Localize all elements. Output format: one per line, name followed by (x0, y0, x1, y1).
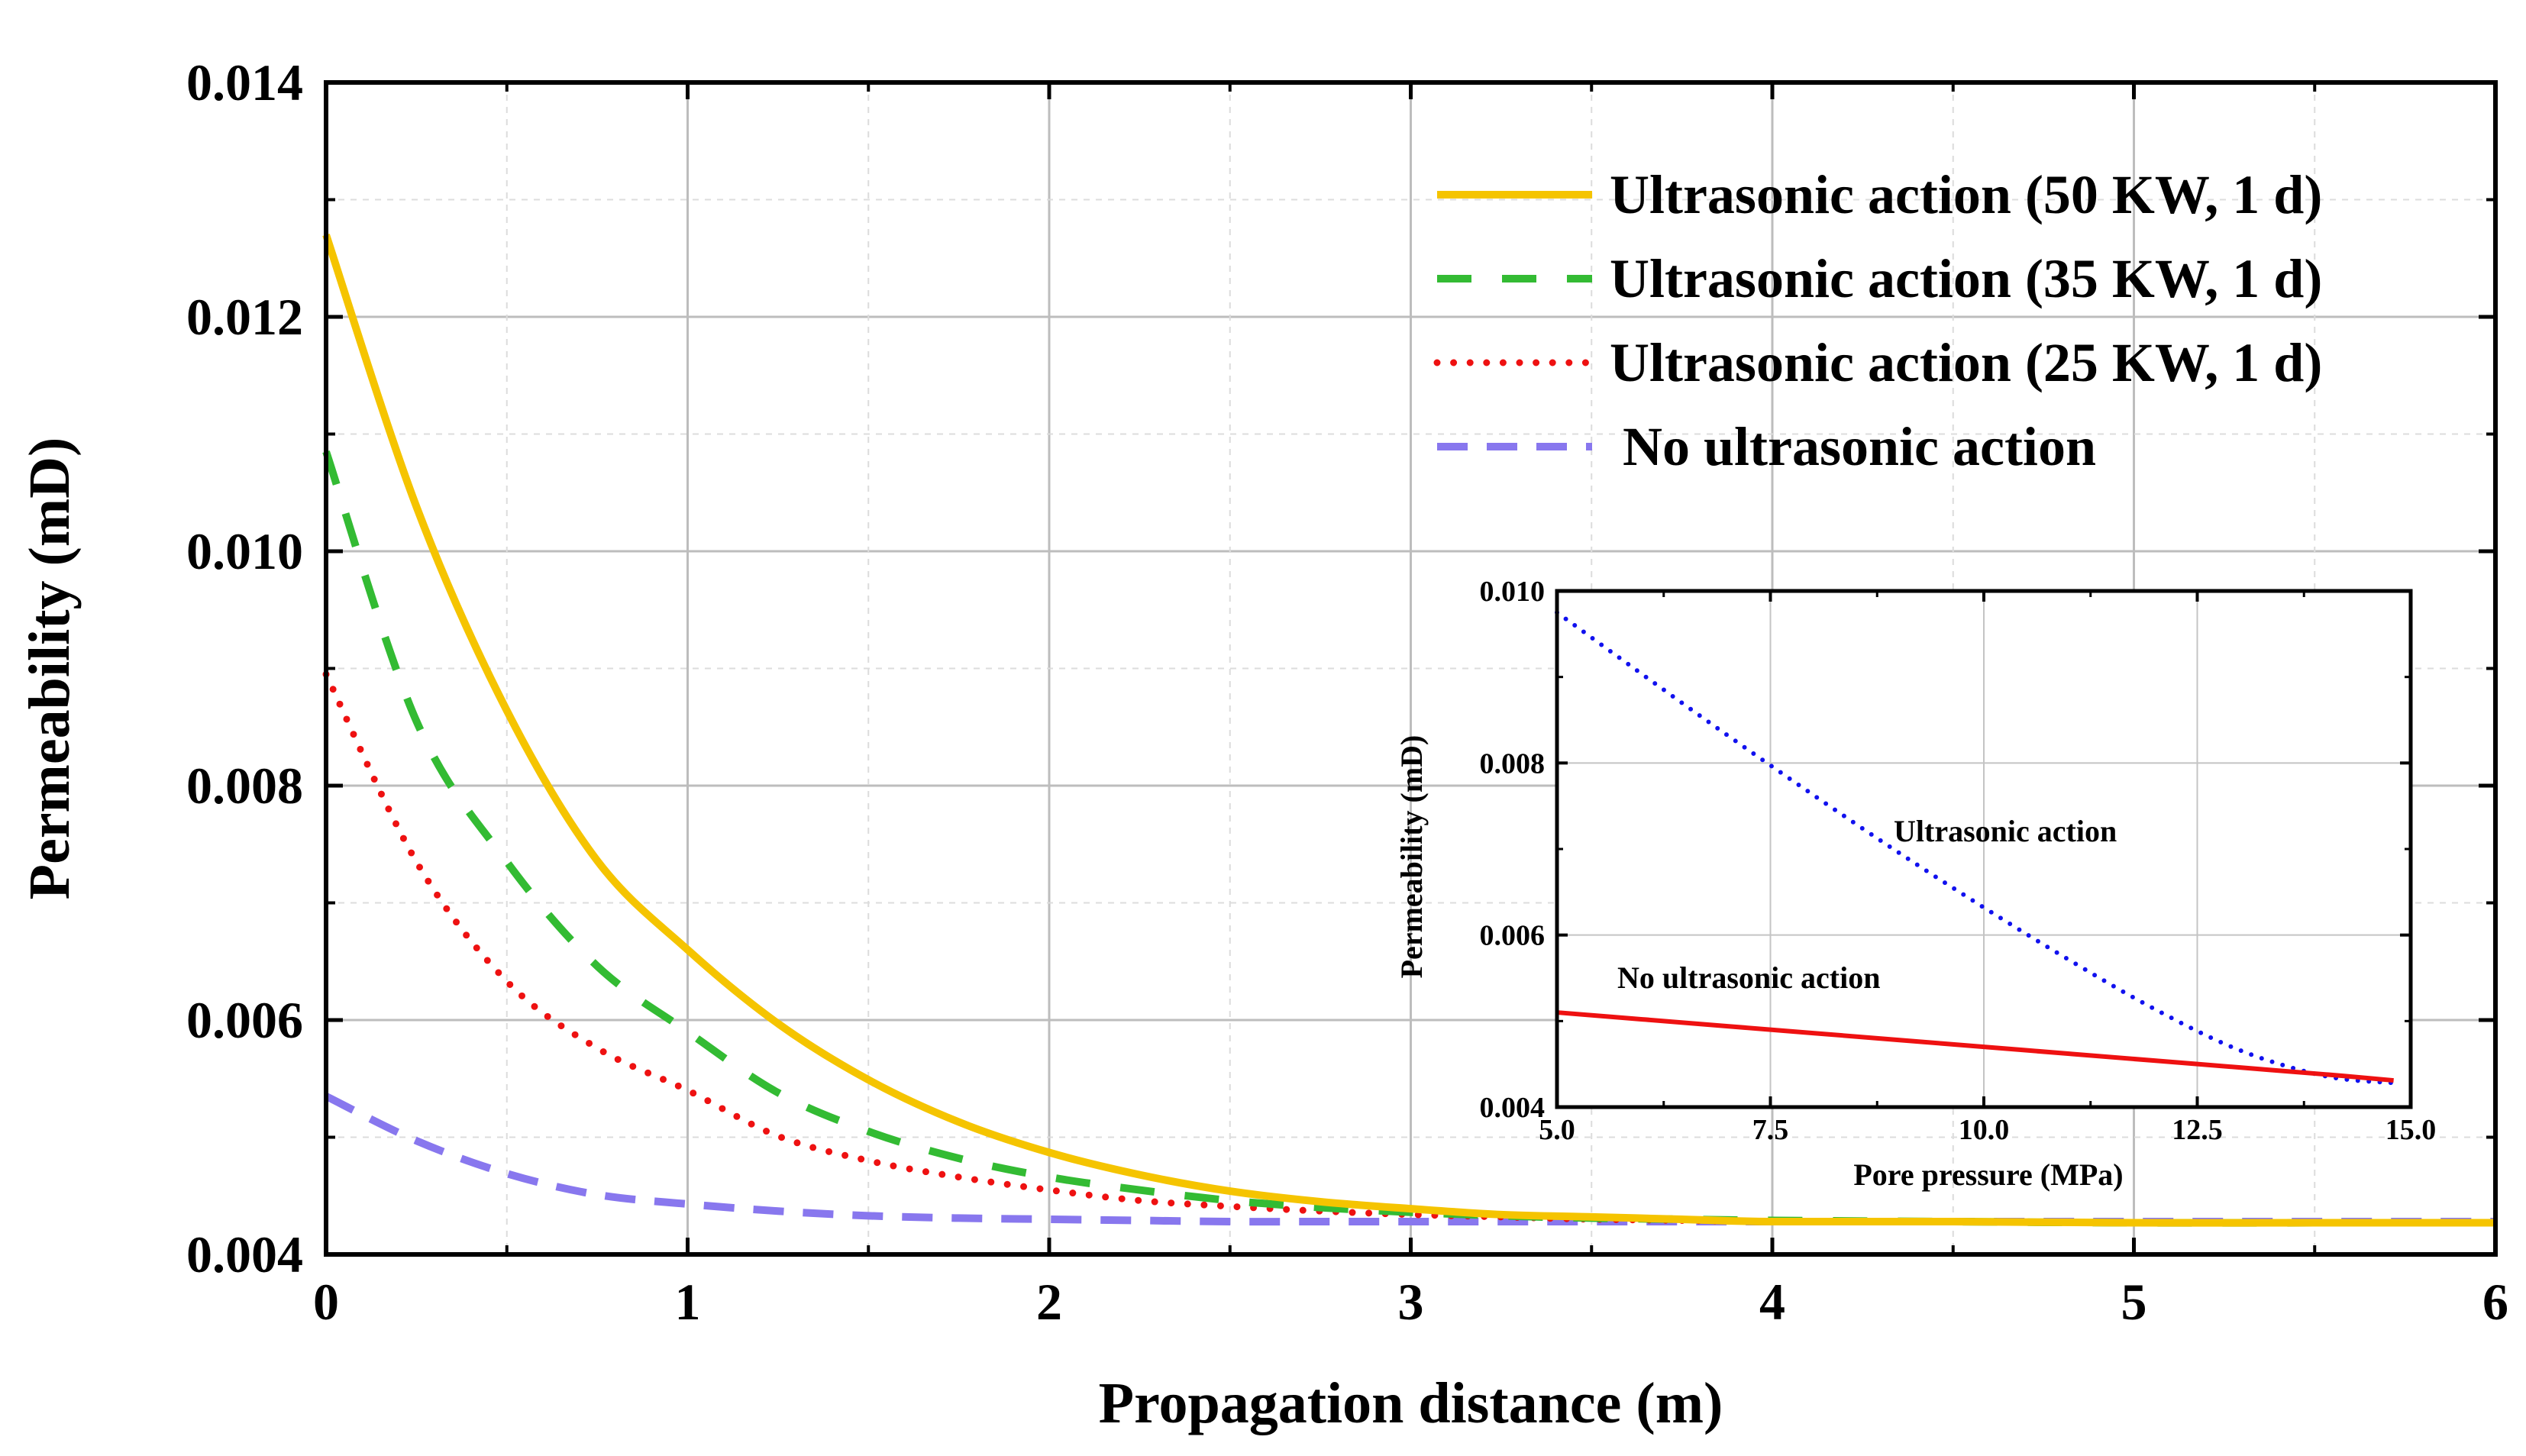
main-y-tick-label: 0.014 (186, 53, 303, 111)
inset-y-axis-title: Permeability (mD) (1394, 735, 1429, 979)
main-y-tick-label: 0.010 (186, 522, 303, 580)
main-x-tick-label: 6 (2482, 1273, 2508, 1331)
inset-chart: 5.0 7.5 10.0 12.5 15.0 0.004 0.006 0.008 0.010 P… (1394, 576, 2436, 1192)
inset-series (1555, 610, 2396, 1086)
main-x-tick-label: 0 (313, 1273, 339, 1331)
inset-annotation-no-ultrasonic: No ultrasonic action (1617, 960, 1880, 995)
inset-x-tick-label: 7.5 (1752, 1114, 1789, 1146)
legend-label-3: No ultrasonic action (1623, 416, 2096, 477)
inset-y-tick-label: 0.006 (1480, 920, 1546, 952)
inset-x-axis-title: Pore pressure (MPa) (1853, 1157, 2123, 1192)
main-ticks (324, 80, 2498, 1257)
inset-annotation-ultrasonic: Ultrasonic action (1894, 814, 2117, 848)
legend-label-0: Ultrasonic action (50 KW, 1 d) (1610, 164, 2322, 225)
main-x-tick-label: 1 (675, 1273, 701, 1331)
main-x-axis-title: Propagation distance (m) (1099, 1371, 1723, 1435)
main-y-tick-label: 0.006 (186, 991, 303, 1049)
legend-label-1: Ultrasonic action (35 KW, 1 d) (1610, 248, 2322, 309)
legend: Ultrasonic action (50 KW, 1 d) Ultrasonic… (1433, 164, 2322, 477)
inset-x-tick-label: 10.0 (1959, 1114, 2010, 1146)
inset-series-line-0 (1555, 610, 2396, 1086)
main-x-tick-label: 5 (2121, 1273, 2147, 1331)
inset-y-tick-label: 0.004 (1480, 1092, 1546, 1124)
inset-y-tick-label: 0.008 (1480, 747, 1546, 780)
main-tick-labels: 0 1 2 3 4 5 6 0.004 0.006 0.008 0.010 0.012 0.014 (186, 53, 2508, 1331)
inset-x-tick-label: 12.5 (2172, 1114, 2223, 1146)
inset-grid (1557, 591, 2411, 1107)
main-y-tick-label: 0.012 (186, 288, 303, 346)
main-x-tick-label: 4 (1759, 1273, 1785, 1331)
main-x-tick-label: 3 (1398, 1273, 1424, 1331)
inset-ticks (1555, 589, 2412, 1109)
inset-tick-labels: 5.0 7.5 10.0 12.5 15.0 0.004 0.006 0.008 0.010 (1480, 576, 2437, 1146)
inset-x-tick-label: 5.0 (1539, 1114, 1575, 1146)
main-y-tick-label: 0.004 (186, 1225, 303, 1283)
main-series (322, 233, 2499, 1227)
main-series-line-0 (322, 233, 2495, 1227)
inset-y-tick-label: 0.010 (1480, 576, 1546, 608)
inset-series-line-1 (1556, 1010, 2394, 1083)
main-y-tick-label: 0.008 (186, 757, 303, 815)
main-x-tick-label: 2 (1036, 1273, 1062, 1331)
main-y-axis-title: Permeability (mD) (18, 437, 82, 900)
legend-label-2: Ultrasonic action (25 KW, 1 d) (1610, 332, 2322, 393)
inset-x-tick-label: 15.0 (2385, 1114, 2437, 1146)
